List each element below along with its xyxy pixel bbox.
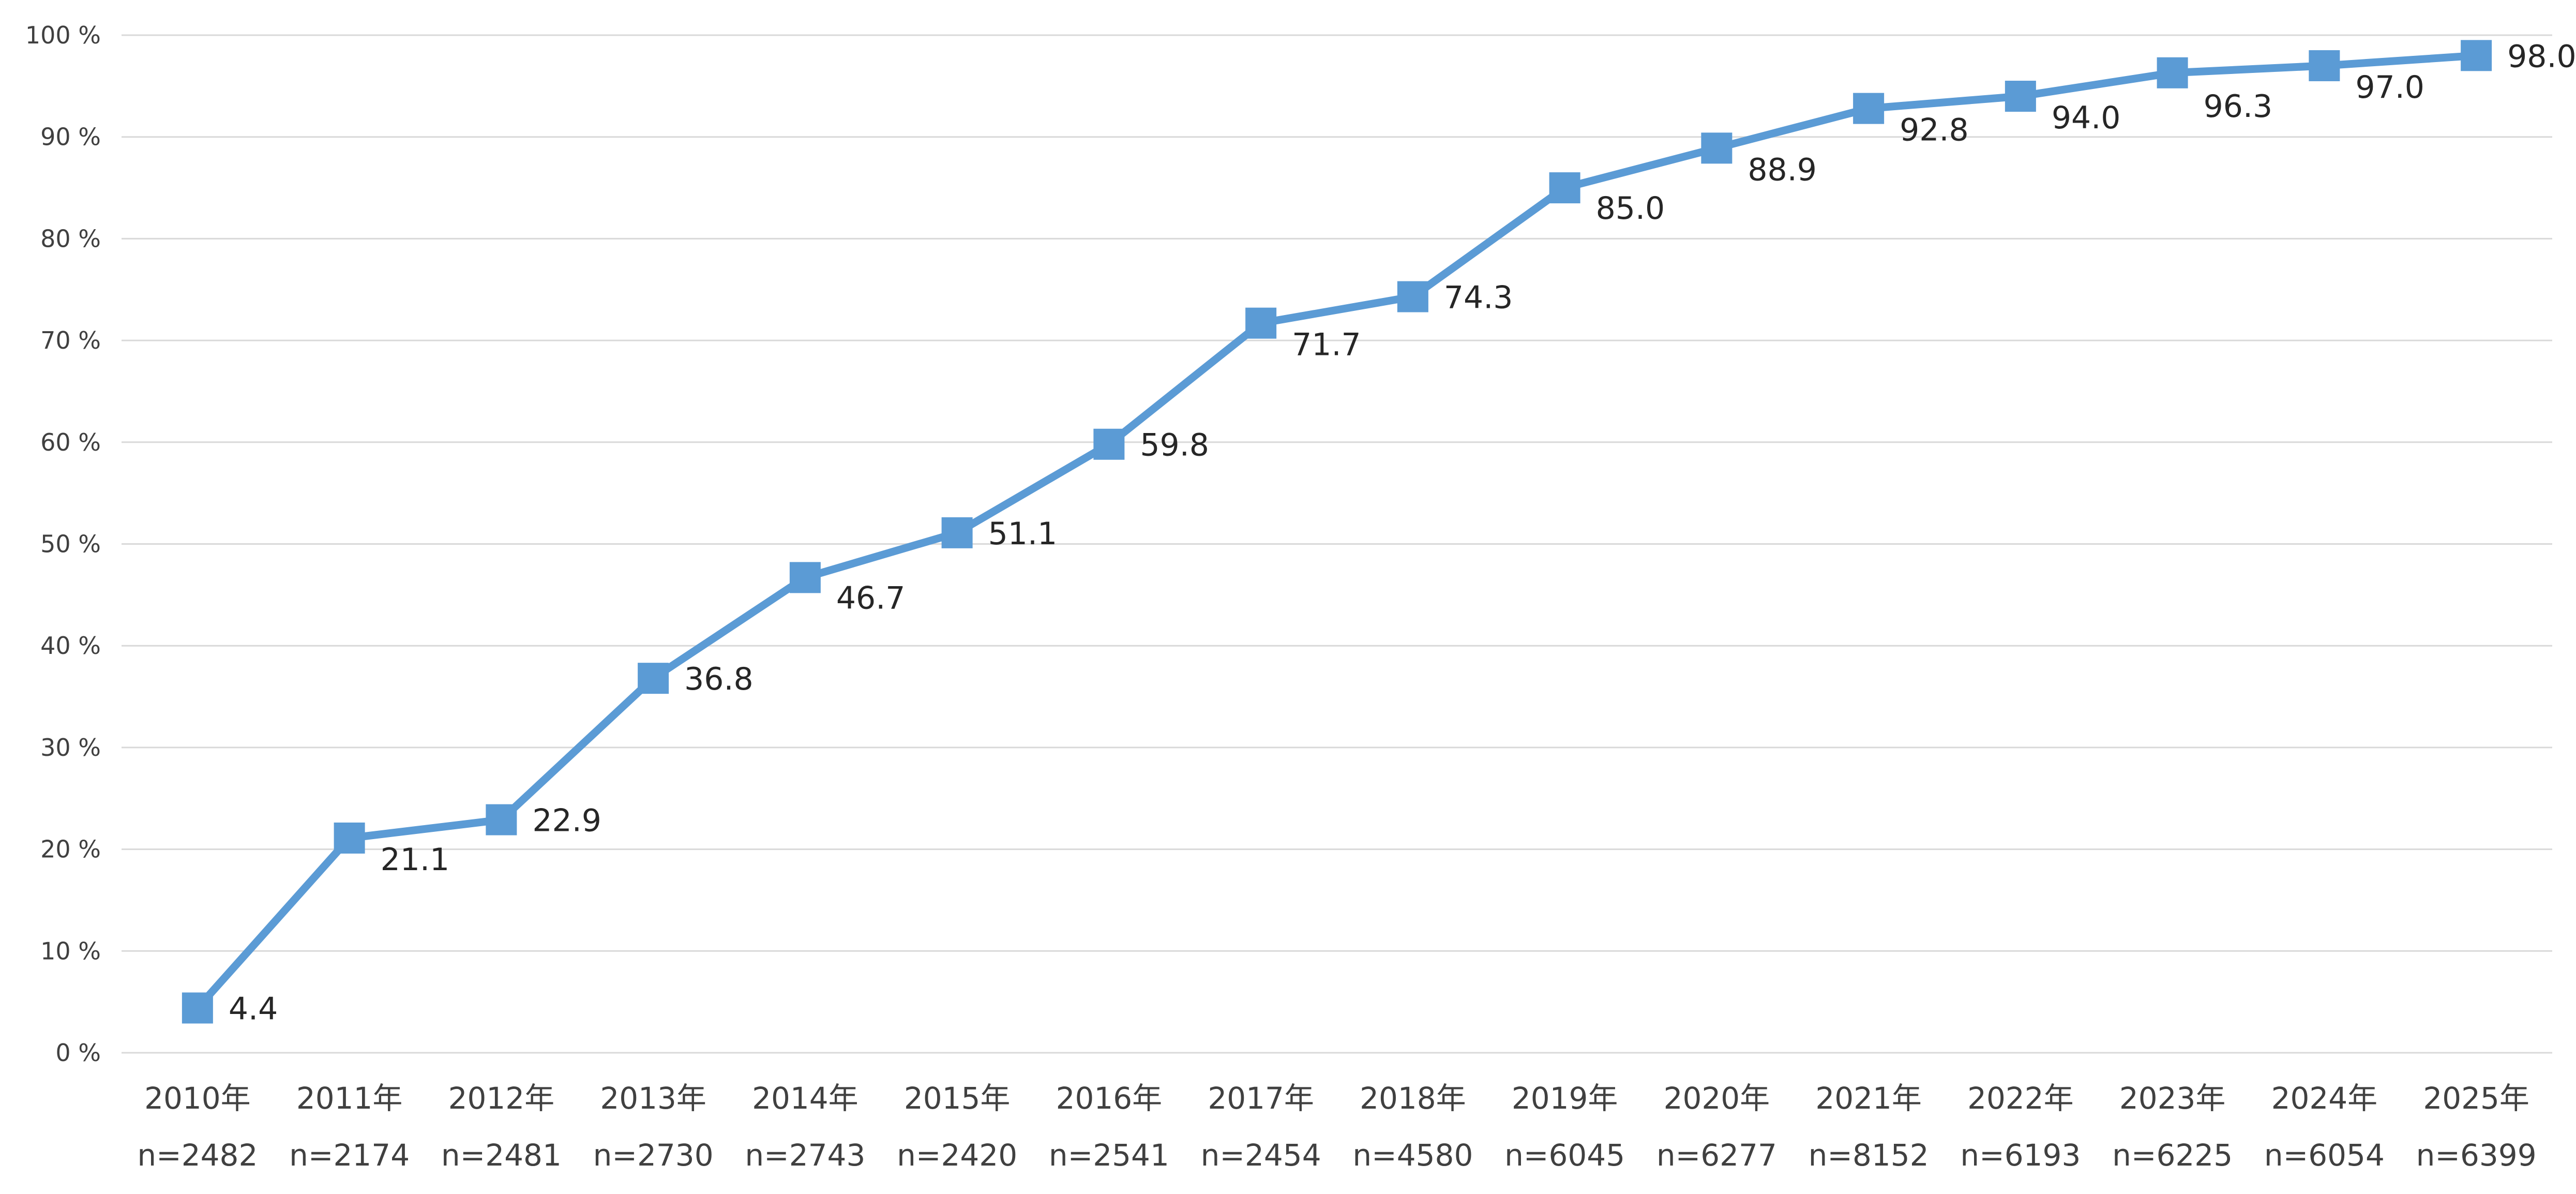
data-label: 98.0 [2507,38,2576,74]
x-tick-sample-size: n=2541 [1049,1138,1169,1173]
y-tick-label: 70 % [40,326,101,354]
x-tick-label: 2012年 [448,1081,555,1116]
series-line [193,51,2480,1012]
y-tick-label: 30 % [40,734,101,762]
x-tick-sample-size: n=2482 [137,1138,258,1173]
x-tick-label: 2016年 [1056,1081,1163,1116]
x-tick-sample-size: n=2730 [593,1138,714,1173]
data-label: 96.3 [2204,88,2273,125]
data-point-marker [1245,307,1277,339]
x-tick-label: 2014年 [752,1081,858,1116]
x-tick-sample-size: n=2743 [745,1138,865,1173]
x-tick-label: 2017年 [1208,1081,1314,1116]
gridlines [122,34,2552,1054]
data-point-marker [1549,172,1580,204]
data-label: 71.7 [1292,327,1361,363]
x-tick-sample-size: n=2481 [441,1138,562,1173]
y-tick-label: 50 % [40,530,101,558]
y-tick-label: 40 % [40,632,101,660]
x-tick-label: 2010年 [144,1081,251,1116]
data-point-marker [1853,93,1885,124]
data-point-marker [182,992,213,1024]
data-point-marker [1093,428,1125,460]
y-tick-label: 60 % [40,428,101,456]
data-point-marker [2309,50,2340,82]
series-markers [182,40,2492,1024]
y-tick-label: 80 % [40,225,101,252]
x-tick-label: 2023年 [2119,1081,2226,1116]
y-tick-label: 90 % [40,123,101,151]
x-axis-ticks: 2010年 n=2482 2011年 n=2174 2012年 n=2481 2013年 n=… [137,1081,2536,1173]
x-tick-sample-size: n=8152 [1809,1138,1929,1173]
x-tick-label: 2020年 [1664,1081,1770,1116]
data-label: 21.1 [381,842,450,878]
x-tick-label: 2022年 [1967,1081,2074,1116]
data-label: 51.1 [988,516,1058,552]
data-point-marker [789,562,821,593]
data-label: 59.8 [1140,427,1209,464]
data-point-marker [2461,40,2492,71]
x-tick-label: 2015年 [904,1081,1011,1116]
x-tick-sample-size: n=2174 [289,1138,410,1173]
x-tick-sample-size: n=6225 [2112,1138,2233,1173]
data-point-marker [1701,132,1733,164]
x-tick-label: 2013年 [600,1081,706,1116]
data-label: 97.0 [2355,69,2424,106]
data-label: 22.9 [532,803,601,839]
x-tick-sample-size: n=6045 [1504,1138,1625,1173]
x-tick-label: 2018年 [1360,1081,1466,1116]
data-label: 88.9 [1748,152,1817,188]
y-tick-label: 10 % [40,937,101,965]
series-polyline [193,51,2480,1012]
data-point-marker [486,804,517,835]
y-tick-label: 0 % [55,1039,101,1067]
data-label: 85.0 [1596,190,1665,227]
data-point-marker [2157,57,2188,88]
data-label: 36.8 [684,661,754,697]
x-tick-label: 2019年 [1512,1081,1618,1116]
y-tick-label: 20 % [40,835,101,863]
data-label: 92.8 [1900,112,1969,148]
x-tick-sample-size: n=6193 [1960,1138,2081,1173]
data-label: 74.3 [1444,280,1513,316]
x-tick-label: 2021年 [1815,1081,1922,1116]
x-tick-label: 2011年 [296,1081,403,1116]
data-point-marker [334,822,365,854]
data-point-marker [2005,81,2036,112]
data-label: 4.4 [229,991,278,1027]
x-tick-sample-size: n=6399 [2416,1138,2537,1173]
data-point-marker [638,663,669,694]
y-tick-label: 100 % [25,21,101,49]
data-label: 94.0 [2052,100,2121,136]
data-label: 46.7 [836,580,906,616]
x-tick-sample-size: n=6054 [2264,1138,2385,1173]
x-tick-sample-size: n=2420 [897,1138,1017,1173]
data-labels: 4.4 21.1 22.9 36.8 46.7 51.1 59.8 71.7 74.3 85.0 8… [229,38,2576,1027]
y-axis-ticks: 0 % 10 % 20 % 30 % 40 % 50 % 60 % 70 % 80 % 90 % 1… [25,21,101,1067]
data-point-marker [1397,281,1428,312]
x-tick-sample-size: n=4580 [1352,1138,1473,1173]
x-tick-label: 2025年 [2423,1081,2529,1116]
x-tick-sample-size: n=2454 [1201,1138,1321,1173]
x-tick-sample-size: n=6277 [1656,1138,1777,1173]
data-point-marker [941,517,973,548]
x-tick-label: 2024年 [2271,1081,2378,1116]
